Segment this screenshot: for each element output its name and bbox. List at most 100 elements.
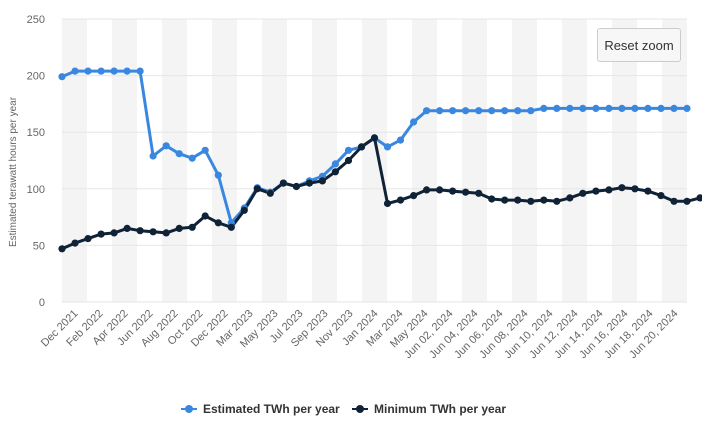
alternate-column-bands: [62, 19, 687, 302]
data-point: [110, 229, 118, 237]
data-point: [579, 104, 587, 112]
data-point: [527, 107, 535, 115]
data-point: [71, 67, 79, 75]
legend[interactable]: Estimated TWh per year Minimum TWh per y…: [181, 402, 506, 416]
data-point: [149, 152, 157, 160]
data-point: [149, 228, 157, 236]
data-point: [566, 194, 574, 202]
data-point: [423, 186, 431, 194]
data-point: [227, 223, 235, 231]
y-tick-label: 200: [27, 71, 45, 83]
column-band: [612, 19, 637, 302]
column-band: [312, 19, 337, 302]
data-point: [514, 196, 522, 204]
data-point: [488, 195, 496, 203]
data-point: [110, 67, 118, 75]
data-point: [292, 182, 300, 191]
data-point: [214, 171, 222, 179]
data-point: [214, 219, 222, 227]
data-point: [240, 206, 248, 214]
data-point: [58, 245, 66, 253]
data-point: [605, 104, 613, 112]
data-point: [84, 235, 92, 243]
data-point: [696, 194, 702, 202]
y-tick-label: 50: [33, 240, 45, 252]
column-band: [112, 19, 137, 302]
data-point: [162, 142, 170, 150]
data-point: [592, 104, 600, 112]
data-point: [683, 197, 691, 205]
data-point: [501, 107, 509, 115]
data-point: [670, 197, 678, 205]
data-point: [475, 107, 483, 115]
data-point: [97, 230, 105, 238]
data-point: [344, 146, 353, 154]
legend-minimum-marker-icon: [356, 405, 364, 413]
data-point: [436, 107, 444, 115]
data-point: [488, 107, 496, 115]
data-point: [279, 179, 287, 187]
data-point: [97, 67, 105, 75]
column-band: [212, 19, 237, 302]
data-point: [475, 189, 483, 197]
data-point: [357, 143, 366, 151]
reset-zoom-button[interactable]: Reset zoom: [597, 28, 681, 62]
column-band: [412, 19, 437, 302]
y-gridlines: [62, 18, 687, 303]
data-point: [331, 160, 339, 168]
data-point: [618, 104, 626, 112]
data-point: [683, 104, 691, 112]
data-point: [344, 156, 353, 165]
data-point: [123, 224, 131, 232]
data-point: [396, 196, 405, 204]
legend-item-minimum[interactable]: Minimum TWh per year: [352, 402, 506, 416]
data-point: [553, 104, 561, 112]
data-point: [266, 189, 274, 197]
data-point: [657, 104, 665, 112]
legend-item-estimated[interactable]: Estimated TWh per year: [181, 402, 340, 416]
legend-minimum-label: Minimum TWh per year: [374, 402, 506, 416]
data-point: [631, 104, 639, 112]
data-point: [644, 187, 652, 195]
data-point: [605, 186, 613, 194]
data-point: [188, 154, 196, 162]
legend-estimated-marker-icon: [185, 405, 193, 413]
column-band: [662, 19, 687, 302]
legend-estimated-label: Estimated TWh per year: [203, 402, 340, 416]
data-point: [566, 104, 574, 112]
data-point: [58, 73, 66, 81]
data-point: [410, 118, 418, 126]
data-point: [318, 177, 326, 185]
column-band: [512, 19, 537, 302]
column-band: [462, 19, 487, 302]
data-point: [644, 104, 652, 112]
data-point: [514, 107, 522, 115]
data-point: [123, 67, 131, 75]
data-point: [136, 227, 144, 235]
data-point: [449, 187, 457, 195]
y-axis-title: Estimated terawatt hours per year: [8, 96, 19, 247]
data-point: [527, 197, 535, 205]
data-point: [162, 229, 170, 237]
data-point: [331, 168, 339, 176]
y-tick-label: 150: [27, 127, 45, 139]
column-band: [362, 19, 387, 302]
data-point: [618, 184, 626, 192]
data-point: [592, 187, 600, 195]
data-point: [175, 150, 183, 158]
data-point: [449, 107, 457, 115]
y-tick-label: 100: [27, 184, 45, 196]
data-point: [579, 189, 587, 197]
data-point: [84, 67, 92, 75]
data-point: [136, 67, 144, 75]
data-point: [631, 185, 639, 193]
data-point: [462, 107, 470, 115]
column-band: [562, 19, 587, 302]
column-band: [162, 19, 187, 302]
data-point: [253, 185, 261, 193]
y-axis-ticks: 0 50 100 150 200 250: [27, 14, 45, 309]
data-point: [201, 146, 209, 154]
data-point: [670, 104, 678, 112]
